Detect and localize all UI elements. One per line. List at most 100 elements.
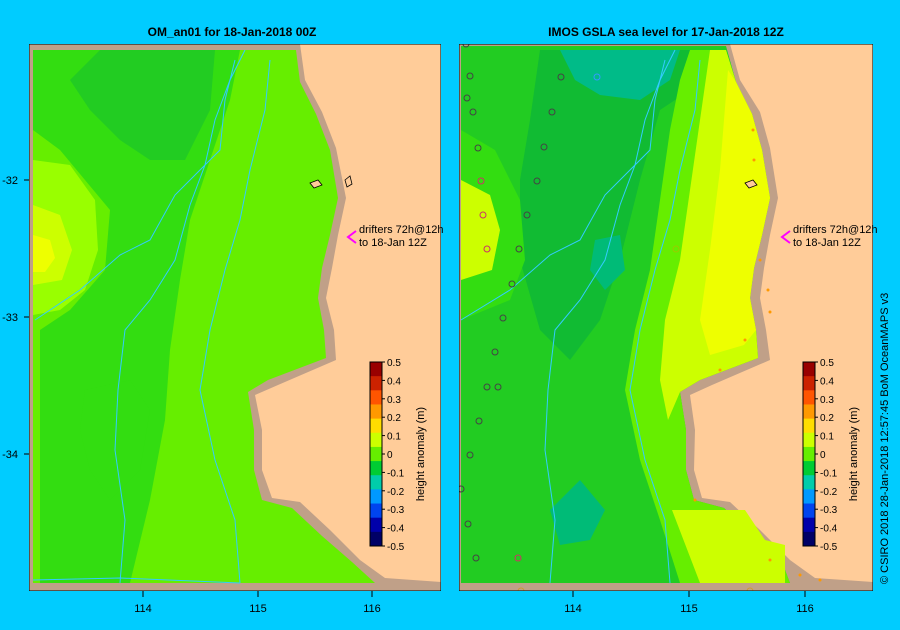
lon-tick-label: 114 [564, 603, 582, 615]
colorbar-swatch [370, 432, 382, 448]
drifter-dot [798, 573, 802, 577]
right-teal-zone-north [560, 50, 680, 100]
lon-tick-label: 116 [796, 603, 814, 615]
colorbar-tick-label: 0.4 [387, 376, 401, 387]
colorbar-swatch [803, 362, 815, 377]
lon-tick-label: 114 [134, 603, 152, 615]
right-contour-a [460, 59, 666, 321]
colorbar-tick-label: 0.3 [387, 395, 401, 406]
colorbar-swatch [803, 390, 815, 405]
colorbar-tick-label: -0.5 [820, 542, 838, 553]
colorbar-swatch [803, 432, 815, 448]
drifter-dot [818, 578, 822, 582]
right-map-panel: IMOS GSLA sea level for 17-Jan-2018 12Z [459, 25, 878, 591]
drifter-marker [746, 587, 754, 591]
left-contour-b [114, 49, 246, 584]
colorbar-tick-label: 0 [387, 450, 393, 461]
drifter-marker [557, 73, 565, 81]
drifter-dot [766, 288, 770, 292]
drifter-marker [517, 587, 525, 591]
drifter-marker [515, 245, 523, 253]
drifter-marker [672, 245, 680, 253]
colorbar-swatch [803, 503, 815, 519]
left-annotation-line1: drifters 72h@12h [359, 224, 444, 236]
right-teal-zone-mid [590, 235, 625, 290]
drifter-marker [472, 554, 480, 562]
drifter-marker [479, 211, 487, 219]
colorbar-tick-label: 0 [820, 450, 826, 461]
colorbar-swatch [370, 418, 382, 434]
right-south-yellow-block [672, 510, 785, 583]
colorbar-tick-label: -0.3 [820, 505, 838, 516]
colorbar-swatch [803, 446, 815, 462]
colorbar-tick-label: 0.2 [820, 413, 834, 424]
drifter-marker [474, 144, 482, 152]
drifter-dot [752, 158, 756, 162]
right-coastal-drifter-trail [693, 128, 822, 582]
left-island-2 [344, 175, 353, 188]
drifter-dot [768, 310, 772, 314]
colorbar-swatch [370, 531, 382, 547]
drifter-marker [475, 417, 483, 425]
colorbar-swatch [370, 376, 382, 391]
drifter-marker [540, 143, 548, 151]
right-colorbar: 0.5 0.4 0.3 0.2 0.1 0 -0.1 -0.2 -0.3 -0.4 -0.5 heig… [802, 358, 860, 553]
colorbar-label: height anomaly (m) [415, 407, 427, 501]
colorbar-tick-label: -0.2 [820, 487, 838, 498]
drifter-marker [593, 73, 601, 81]
drifter-marker [469, 108, 477, 116]
colorbar-label: height anomaly (m) [848, 407, 860, 501]
lat-tick-label: -33 [2, 312, 18, 324]
colorbar-tick-label: -0.1 [820, 468, 838, 479]
lon-tick-label: 116 [363, 603, 381, 615]
colorbar-tick-label: 0.4 [820, 376, 834, 387]
colorbar-swatch [803, 376, 815, 391]
colorbar-tick-label: 0.2 [387, 413, 401, 424]
colorbar-tick-label: -0.2 [387, 487, 405, 498]
right-contour-b [544, 49, 676, 584]
right-panel-title: IMOS GSLA sea level for 17-Jan-2018 12Z [548, 25, 784, 39]
drifter-marker [523, 211, 531, 219]
left-panel-title: OM_an01 for 18-Jan-2018 00Z [148, 25, 317, 39]
drifter-dot [768, 558, 772, 562]
drifter-marker [514, 554, 522, 562]
colorbar-swatch [370, 475, 382, 490]
left-contour-a [34, 59, 236, 321]
colorbar-swatch [803, 461, 815, 476]
lat-tick-label: -32 [2, 175, 18, 187]
right-teal-zone-south [550, 480, 605, 545]
colorbar-tick-label: -0.4 [820, 524, 838, 535]
drifter-dot [718, 368, 722, 372]
colorbar-swatch [370, 404, 382, 420]
left-colorbar: 0.5 0.4 0.3 0.2 0.1 0 -0.1 -0.2 -0.3 -0.4 -0.5 heig… [369, 358, 427, 553]
right-contour-c [629, 59, 701, 584]
colorbar-tick-label: 0.5 [820, 358, 834, 369]
drifter-marker [462, 44, 470, 48]
right-island-1 [744, 179, 758, 189]
colorbar-swatch [803, 489, 815, 505]
drifter-marker [463, 94, 471, 102]
lon-tick-label: 115 [680, 603, 698, 615]
drifter-marker [464, 520, 472, 528]
drifter-marker [499, 314, 507, 322]
colorbar-tick-label: 0.1 [820, 432, 834, 443]
drifter-dot [743, 338, 747, 342]
drifter-marker [533, 177, 541, 185]
drifter-dot [758, 258, 762, 262]
colorbar-tick-label: -0.4 [387, 524, 405, 535]
right-west-yellow-anomaly [461, 180, 500, 280]
left-contour-c [199, 59, 271, 584]
colorbar-tick-label: -0.5 [387, 542, 405, 553]
drifter-marker [483, 245, 491, 253]
left-island-1 [309, 179, 323, 189]
colorbar-swatch [803, 418, 815, 434]
colorbar-tick-label: -0.3 [387, 505, 405, 516]
right-yellow-anomaly-core [700, 70, 770, 355]
colorbar-tick-label: 0.3 [820, 395, 834, 406]
left-contour-d [32, 577, 241, 584]
lat-tick-label: -34 [2, 449, 18, 461]
colorbar-swatch [370, 489, 382, 505]
drifter-dot [693, 498, 697, 502]
right-drifter-markers [459, 44, 754, 591]
